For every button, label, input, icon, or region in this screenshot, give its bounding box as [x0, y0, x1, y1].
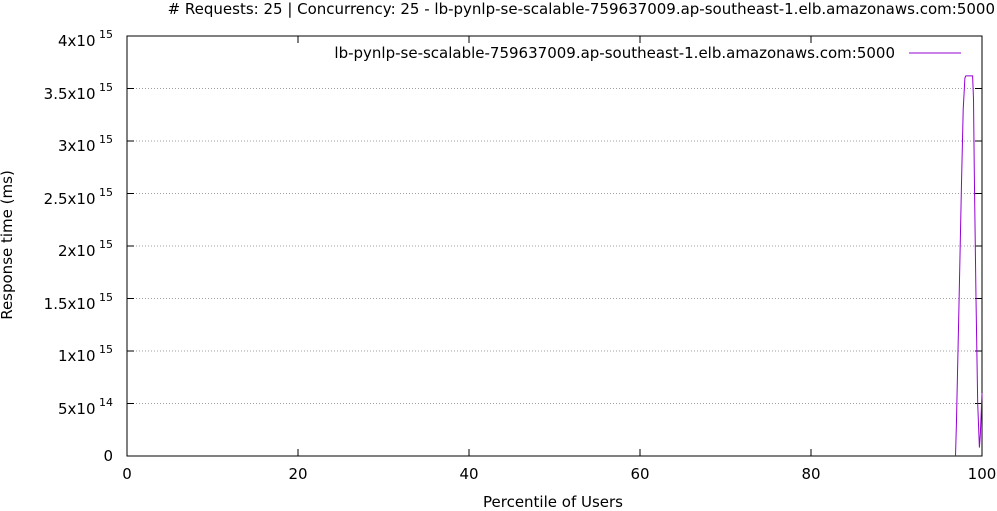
y-tick-label: 3.5x10 15 [43, 80, 113, 103]
x-tick-label: 40 [459, 465, 479, 483]
y-tick-label: 2x10 15 [57, 238, 113, 260]
legend-entry: lb-pynlp-se-scalable-759637009.ap-southe… [334, 44, 895, 62]
series-group [955, 75, 983, 457]
x-axis-label: Percentile of Users [482, 493, 624, 511]
x-tick-label: 0 [122, 465, 132, 483]
tick-marks [126, 35, 983, 457]
grid-lines [127, 88, 982, 404]
x-tick-label: 100 [967, 465, 997, 483]
y-tick-label: 1.5x10 15 [43, 290, 113, 313]
y-tick-label: 1x10 15 [57, 343, 113, 365]
y-tick-label: 2.5x10 15 [43, 185, 113, 208]
y-tick-label: 0 [103, 447, 113, 465]
x-tick-label: 60 [630, 465, 650, 483]
series-line [955, 75, 983, 457]
x-tick-label: 80 [801, 465, 821, 483]
chart-title: # Requests: 25 | Concurrency: 25 - lb-py… [167, 0, 995, 18]
x-tick-label: 20 [288, 465, 308, 483]
y-tick-label: 5x10 14 [57, 395, 113, 418]
y-tick-label: 3x10 15 [57, 133, 113, 155]
y-axis-label: Response time (ms) [0, 170, 16, 320]
y-tick-label: 4x10 15 [57, 28, 113, 50]
